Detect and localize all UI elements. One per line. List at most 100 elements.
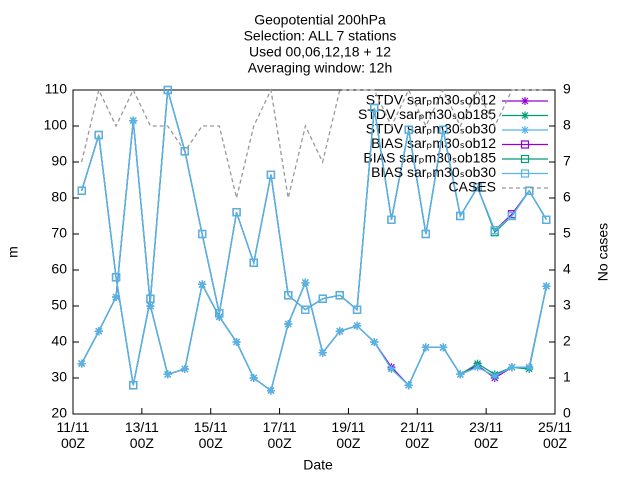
marker (542, 215, 551, 224)
y2-tick-label: 0 (563, 405, 571, 421)
legend-label: BIAS sarₚm30ₛob12 (371, 135, 496, 151)
x-axis-label: Date (303, 457, 333, 473)
marker (352, 305, 362, 314)
x-tick-label: 25/11 00Z (538, 419, 572, 451)
legend-label: STDV sarₚm30ₛob30 (366, 121, 496, 137)
marker (439, 125, 448, 134)
marker (284, 320, 293, 328)
legend-marker (520, 154, 530, 164)
x-tick-label: 17/11 00Z (263, 419, 297, 451)
marker (198, 280, 207, 289)
chart-title: Used 00,06,12,18 + 12 (249, 44, 391, 60)
marker (456, 211, 465, 221)
marker (180, 365, 189, 373)
y-tick-label: 90 (51, 153, 67, 169)
y2-tick-label: 7 (563, 153, 571, 169)
marker (456, 370, 465, 379)
x-tick-label: 21/11 00Z (400, 419, 434, 451)
marker (129, 381, 138, 390)
marker (111, 273, 121, 282)
y-tick-label: 70 (51, 225, 67, 241)
marker (387, 365, 396, 373)
y2-tick-label: 1 (563, 369, 571, 385)
marker (525, 363, 534, 372)
legend-label: CASES (449, 179, 496, 195)
series (77, 116, 551, 395)
legend-marker (520, 169, 530, 178)
marker (353, 321, 362, 330)
marker (249, 258, 258, 267)
y-tick-label: 110 (45, 81, 68, 97)
marker (94, 130, 103, 140)
plot-frame (72, 89, 556, 415)
y2-tick-label: 5 (563, 225, 571, 241)
y2-tick-label: 2 (563, 333, 571, 349)
y-tick-label: 60 (51, 261, 67, 277)
marker (473, 183, 482, 192)
marker (335, 327, 344, 336)
series (77, 85, 551, 390)
marker (473, 363, 482, 372)
marker (198, 229, 207, 239)
legend-label: BIAS sarₚm30ₛob30 (371, 164, 496, 180)
marker (129, 116, 138, 125)
series-line (80, 87, 547, 199)
marker (404, 381, 413, 390)
legend-marker (521, 111, 529, 120)
marker (421, 229, 430, 239)
marker (232, 338, 241, 346)
marker (387, 215, 396, 224)
x-tick-label: 23/11 00Z (469, 419, 503, 451)
y-tick-label: 40 (51, 333, 67, 349)
y2-axis-label: No cases (595, 223, 611, 281)
marker (335, 291, 344, 300)
marker (180, 147, 189, 156)
y-tick-label: 100 (44, 117, 68, 133)
marker (163, 370, 172, 379)
marker (507, 363, 516, 372)
marker (507, 211, 517, 221)
marker (284, 291, 293, 300)
series-line (80, 89, 547, 386)
marker (301, 278, 310, 287)
legend-marker (521, 126, 529, 134)
chart-title: Geopotential 200hPa (254, 12, 386, 28)
y2-tick-label: 4 (563, 261, 571, 277)
marker (112, 293, 121, 301)
y-tick-label: 50 (51, 297, 67, 313)
y-tick-label: 20 (51, 405, 67, 421)
marker (370, 103, 379, 113)
marker (94, 327, 103, 336)
chart-title: Selection: ALL 7 stations (244, 28, 397, 44)
marker (370, 338, 379, 346)
y-tick-label: 80 (51, 189, 67, 205)
marker (542, 282, 551, 291)
y2-tick-label: 8 (563, 117, 571, 133)
marker (146, 294, 155, 303)
marker (421, 343, 430, 352)
marker (77, 186, 86, 195)
marker (266, 386, 275, 395)
x-tick-label: 13/11 00Z (125, 419, 159, 451)
marker (318, 348, 327, 357)
legend-label: BIAS sarₚm30ₛob185 (363, 150, 496, 166)
legend-label: STDV sarₚm30ₛob12 (366, 92, 496, 108)
legend-label: STDV sarₚm30ₛob185 (358, 106, 496, 122)
marker (232, 208, 241, 217)
marker (439, 343, 448, 352)
x-tick-label: 15/11 00Z (194, 419, 228, 451)
marker (404, 125, 413, 134)
marker (318, 294, 327, 303)
series (80, 87, 547, 199)
x-tick-label: 19/11 00Z (331, 419, 365, 451)
series-line (81, 120, 548, 392)
marker (301, 305, 310, 314)
y-tick-label: 30 (51, 369, 67, 385)
marker (163, 85, 172, 95)
y-axis-label: m (5, 246, 21, 258)
y2-tick-label: 6 (563, 189, 571, 205)
legend-marker (520, 140, 530, 149)
marker (490, 226, 499, 235)
